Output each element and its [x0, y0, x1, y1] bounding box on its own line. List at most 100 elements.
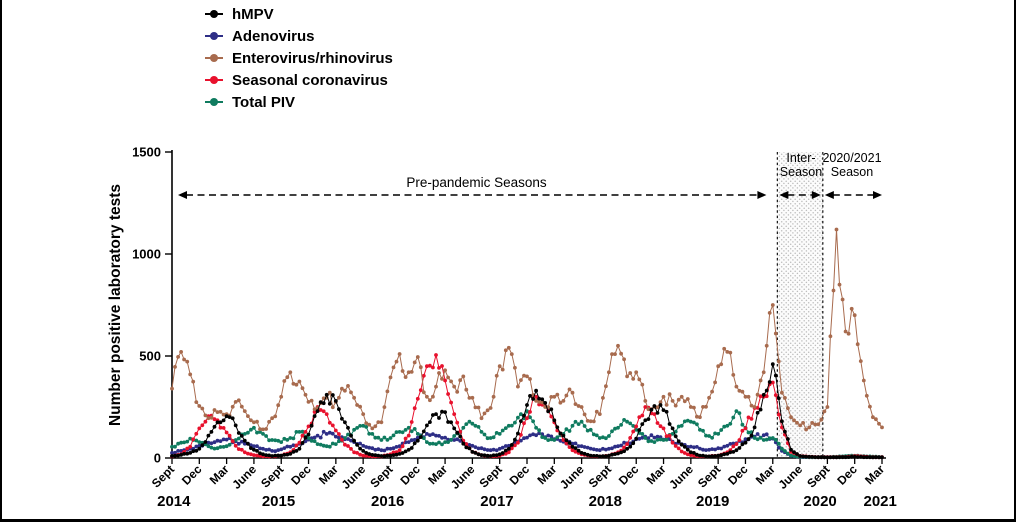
data-point	[264, 448, 268, 452]
data-point	[646, 417, 651, 421]
data-point	[431, 441, 435, 446]
data-point	[743, 394, 748, 399]
data-point	[822, 455, 827, 460]
data-point	[500, 451, 505, 455]
data-point	[440, 436, 444, 440]
data-point	[516, 384, 520, 389]
data-point	[297, 430, 302, 434]
data-point	[385, 453, 390, 458]
data-point	[776, 445, 781, 450]
data-point	[252, 453, 256, 457]
data-point	[473, 423, 478, 428]
data-point	[212, 424, 217, 429]
data-point	[537, 396, 541, 401]
data-point	[570, 448, 575, 453]
data-point	[346, 432, 350, 437]
data-point	[773, 437, 778, 442]
data-point	[197, 446, 202, 451]
series-enterovirus-rhinovirus	[170, 227, 884, 432]
x-tick-label: Mar	[207, 462, 232, 487]
data-point	[249, 446, 253, 450]
data-point	[707, 447, 711, 452]
data-point	[576, 448, 581, 453]
data-point	[227, 442, 232, 447]
data-point	[588, 453, 593, 458]
data-point	[561, 438, 566, 442]
data-point	[421, 429, 426, 434]
data-point	[224, 430, 229, 435]
data-point	[497, 432, 502, 436]
data-point	[485, 448, 490, 452]
data-point	[740, 422, 745, 427]
data-point	[409, 370, 414, 374]
data-point	[449, 437, 453, 442]
data-point	[382, 435, 387, 440]
data-point	[437, 440, 441, 445]
data-point	[197, 440, 202, 444]
data-point	[185, 359, 190, 364]
data-point	[534, 394, 538, 399]
legend-marker-icon	[205, 75, 223, 85]
data-point	[176, 441, 181, 446]
data-point	[516, 440, 520, 445]
data-point	[701, 447, 705, 452]
data-point	[330, 405, 335, 410]
data-point	[622, 449, 626, 454]
data-point	[349, 438, 353, 443]
data-point	[852, 454, 857, 459]
data-point	[330, 423, 335, 428]
data-point	[528, 394, 532, 398]
data-point	[403, 449, 408, 454]
data-point	[522, 413, 526, 418]
data-point	[692, 405, 696, 410]
data-point	[601, 454, 605, 459]
data-point	[315, 442, 320, 446]
data-point	[327, 444, 332, 449]
data-point	[382, 448, 387, 453]
x-tick-label: Sept	[477, 462, 505, 490]
data-point	[267, 419, 271, 424]
data-point	[227, 415, 232, 419]
data-point	[701, 428, 705, 433]
data-point	[649, 407, 654, 412]
data-point	[813, 455, 818, 459]
data-point	[425, 440, 429, 444]
data-point	[607, 446, 611, 451]
data-point	[807, 454, 812, 459]
data-point	[406, 433, 411, 438]
data-point	[476, 405, 481, 410]
data-point	[179, 350, 184, 354]
data-point	[255, 453, 259, 458]
data-point	[792, 454, 796, 458]
data-point	[497, 446, 502, 451]
data-point	[652, 404, 657, 408]
data-point	[513, 420, 517, 425]
data-point	[212, 446, 217, 451]
data-point	[415, 438, 420, 443]
data-point	[391, 433, 396, 438]
data-point	[831, 455, 836, 460]
data-point	[604, 447, 608, 452]
data-point	[655, 434, 660, 439]
data-point	[664, 403, 669, 407]
data-point	[749, 433, 754, 438]
data-point	[327, 430, 332, 435]
data-point	[740, 389, 745, 394]
data-point	[649, 439, 654, 443]
x-tick-label: June	[339, 462, 369, 492]
data-point	[604, 384, 608, 389]
data-point	[431, 365, 435, 370]
data-point	[440, 364, 444, 368]
data-point	[549, 407, 554, 412]
data-point	[327, 401, 332, 406]
data-point	[752, 425, 757, 430]
data-point	[740, 428, 745, 433]
data-point	[294, 382, 299, 387]
data-point	[270, 449, 274, 453]
data-point	[804, 427, 808, 432]
data-point	[789, 415, 793, 420]
data-point	[276, 438, 281, 443]
data-point	[658, 437, 663, 442]
data-point	[670, 440, 675, 445]
data-point	[567, 387, 572, 392]
